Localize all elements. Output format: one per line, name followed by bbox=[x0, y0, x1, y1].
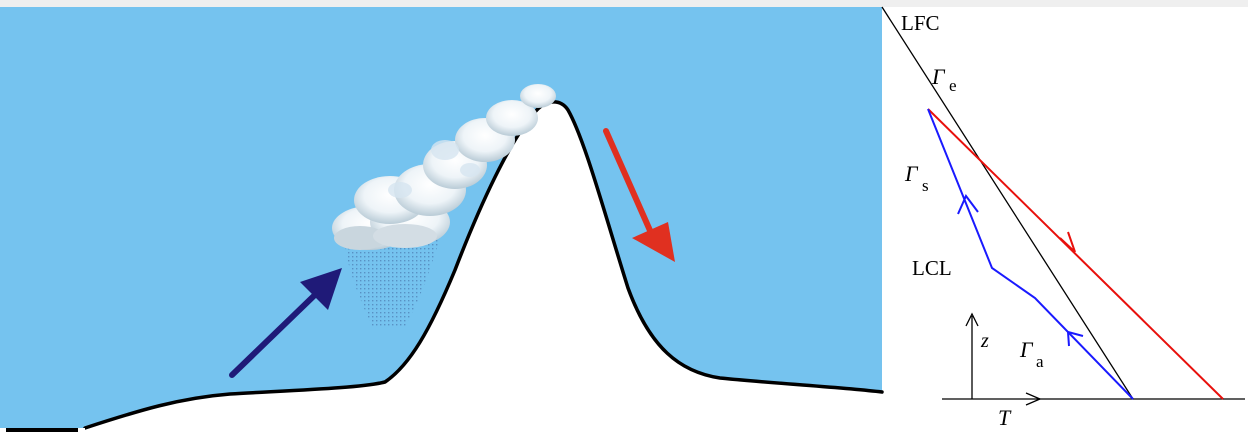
top-strip bbox=[0, 0, 1248, 7]
descent-arrowhead bbox=[1059, 231, 1076, 253]
upslope-wind-arrow bbox=[229, 268, 342, 378]
lcl-label: LCL bbox=[912, 256, 952, 280]
z-axis-arrowhead bbox=[965, 312, 979, 327]
rain-shaft bbox=[345, 238, 440, 326]
ascent-line bbox=[927, 108, 1134, 400]
gamma-s-label: Γ bbox=[904, 161, 919, 186]
t-axis-label: T bbox=[998, 405, 1012, 430]
cloud bbox=[332, 84, 556, 250]
lfc-label: LFC bbox=[901, 11, 940, 35]
gamma-a-subscript: a bbox=[1036, 352, 1044, 371]
t-axis-arrowhead bbox=[1025, 392, 1042, 406]
ascent-arrowhead-lower bbox=[1066, 330, 1084, 347]
ascent-arrowhead-upper bbox=[957, 194, 979, 215]
mountain bbox=[85, 101, 882, 432]
gamma-e-subscript: e bbox=[949, 76, 957, 95]
descent-line bbox=[927, 108, 1224, 400]
ground-mark bbox=[6, 428, 78, 432]
z-axis-label: z bbox=[980, 330, 989, 352]
gamma-e-label: Γ bbox=[931, 64, 946, 89]
environment-lapse-line bbox=[881, 6, 1134, 400]
downslope-wind-arrow bbox=[603, 128, 675, 262]
gamma-a-label: Γ bbox=[1019, 337, 1034, 362]
lapse-rate-diagram: LFC Γ e Γ s LCL z Γ a T bbox=[881, 6, 1245, 430]
gamma-s-subscript: s bbox=[922, 176, 929, 195]
